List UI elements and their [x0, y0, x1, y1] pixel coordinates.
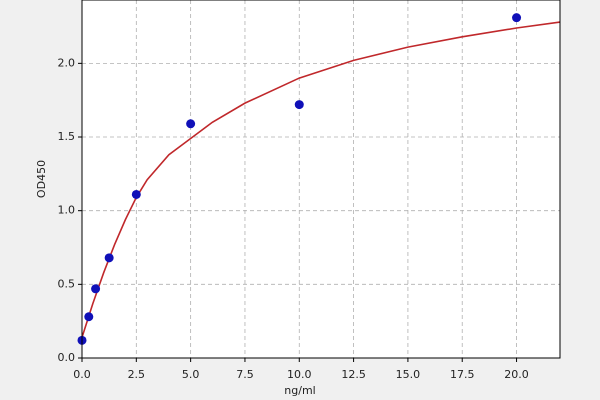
x-tick-label: 12.5 — [341, 368, 366, 381]
y-tick-label: 0.5 — [58, 277, 76, 290]
y-axis-label: OD450 — [35, 160, 48, 198]
x-tick-label: 5.0 — [182, 368, 200, 381]
y-tick-label: 0.0 — [58, 351, 76, 364]
x-tick-label: 15.0 — [396, 368, 421, 381]
plot-frame — [81, 0, 561, 359]
data-point — [91, 284, 101, 294]
x-axis-label: ng/ml — [284, 384, 315, 397]
data-point — [131, 189, 141, 199]
x-tick-label: 2.5 — [128, 368, 146, 381]
x-tick-label: 17.5 — [450, 368, 475, 381]
x-tick-label: 0.0 — [73, 368, 91, 381]
x-tick-label: 10.0 — [287, 368, 312, 381]
data-point — [512, 13, 522, 23]
data-point — [104, 253, 114, 263]
y-tick-label: 1.0 — [58, 204, 76, 217]
plot-area — [82, 0, 560, 358]
x-tick-label: 20.0 — [504, 368, 529, 381]
y-tick-label: 1.5 — [58, 130, 76, 143]
data-point — [186, 119, 196, 129]
data-point — [84, 312, 94, 322]
y-tick-label: 2.0 — [58, 56, 76, 69]
x-tick-label: 7.5 — [236, 368, 254, 381]
data-point — [294, 100, 304, 110]
